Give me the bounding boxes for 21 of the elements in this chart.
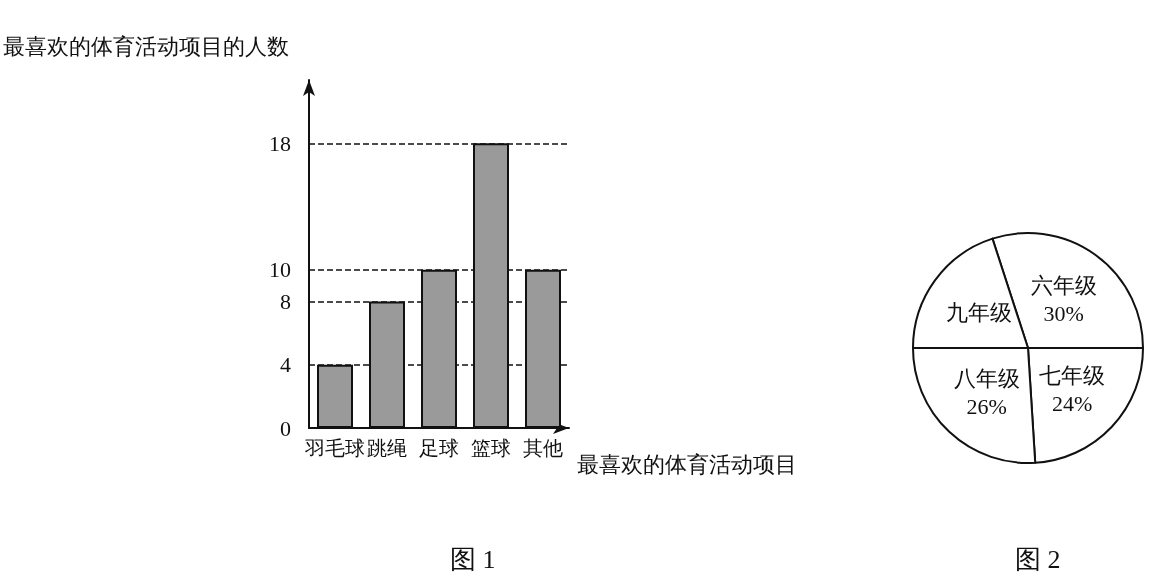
y-tick-label: 4 (280, 352, 291, 378)
data-label: 30% (1043, 300, 1084, 326)
y-tick-label: 18 (269, 130, 291, 156)
text: 图 2 (1015, 544, 1061, 574)
slice-label: 七年级 (1039, 362, 1106, 388)
x-tick-label: 跳绳 (367, 437, 407, 459)
x-tick-label: 其他 (523, 437, 563, 459)
y-tick-label: 8 (280, 288, 291, 314)
slice-label: 九年级 (946, 299, 1013, 325)
x-tick-label: 篮球 (471, 437, 511, 459)
slice-label: 八年级 (953, 365, 1020, 391)
x-axis-title: 最喜欢的体育活动项目 (577, 451, 797, 477)
y-axis-title: 最喜欢的体育活动项目的人数 (3, 33, 289, 59)
y-tick-label: 10 (269, 257, 291, 283)
x-tick-label: 足球 (419, 437, 459, 459)
slice-label: 六年级 (1030, 272, 1097, 298)
x-tick-label: 羽毛球 (304, 437, 365, 459)
text: 图 1 (450, 544, 496, 574)
y-tick-label: 0 (280, 415, 291, 441)
data-label: 26% (966, 393, 1007, 419)
data-label: 24% (1051, 390, 1093, 416)
